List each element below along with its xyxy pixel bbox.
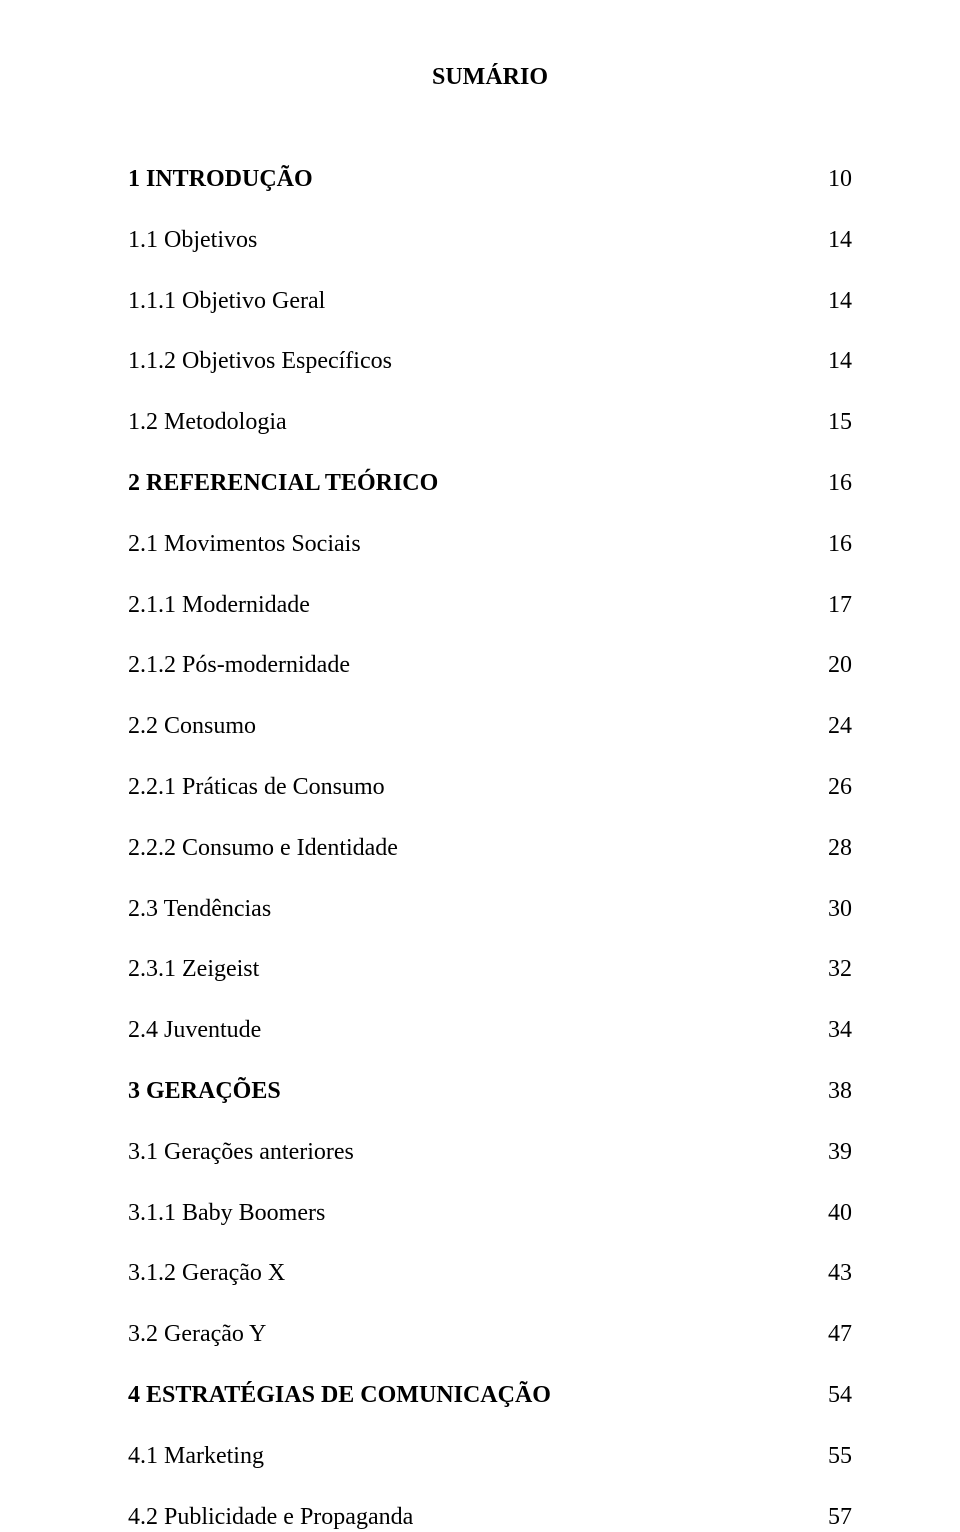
- toc-row: 2.1.1 Modernidade17: [128, 591, 852, 620]
- toc-row: 1.2 Metodologia15: [128, 408, 852, 437]
- toc-entry-page: 16: [812, 530, 852, 559]
- toc-entry-label: 1.1.1 Objetivo Geral: [128, 287, 812, 316]
- toc-entry-page: 20: [812, 651, 852, 680]
- toc-row: 1.1.2 Objetivos Específicos14: [128, 347, 852, 376]
- toc-row: 1 INTRODUÇÃO10: [128, 165, 852, 194]
- toc-entry-label: 3.2 Geração Y: [128, 1320, 812, 1349]
- toc-entry-label: 2.1 Movimentos Sociais: [128, 530, 812, 559]
- toc-row: 4.2 Publicidade e Propaganda57: [128, 1503, 852, 1532]
- toc-entry-label: 4.2 Publicidade e Propaganda: [128, 1503, 812, 1532]
- toc-row: 3.1 Gerações anteriores39: [128, 1138, 852, 1167]
- toc-entry-label: 3.1.1 Baby Boomers: [128, 1199, 812, 1228]
- toc-entry-page: 16: [812, 469, 852, 498]
- toc-entry-page: 24: [812, 712, 852, 741]
- page-container: SUMÁRIO 1 INTRODUÇÃO101.1 Objetivos141.1…: [0, 0, 960, 1531]
- toc-entry-page: 34: [812, 1016, 852, 1045]
- toc-entry-label: 3.1 Gerações anteriores: [128, 1138, 812, 1167]
- toc-row: 1.1 Objetivos14: [128, 226, 852, 255]
- toc-entry-page: 17: [812, 591, 852, 620]
- toc-entry-page: 14: [812, 347, 852, 376]
- toc-entry-page: 28: [812, 834, 852, 863]
- toc-entry-page: 15: [812, 408, 852, 437]
- toc-row: 2.3.1 Zeigeist32: [128, 955, 852, 984]
- toc-entry-label: 2.1.2 Pós-modernidade: [128, 651, 812, 680]
- toc-entry-page: 14: [812, 287, 852, 316]
- toc-entry-label: 1.1 Objetivos: [128, 226, 812, 255]
- toc-entry-page: 14: [812, 226, 852, 255]
- toc-row: 4.1 Marketing55: [128, 1442, 852, 1471]
- toc-entry-label: 4 ESTRATÉGIAS DE COMUNICAÇÃO: [128, 1381, 812, 1410]
- toc-entry-label: 1.2 Metodologia: [128, 408, 812, 437]
- toc-entry-label: 2.1.1 Modernidade: [128, 591, 812, 620]
- toc-list: 1 INTRODUÇÃO101.1 Objetivos141.1.1 Objet…: [128, 165, 852, 1531]
- toc-entry-page: 32: [812, 955, 852, 984]
- toc-entry-page: 38: [812, 1077, 852, 1106]
- toc-entry-label: 2 REFERENCIAL TEÓRICO: [128, 469, 812, 498]
- toc-entry-page: 47: [812, 1320, 852, 1349]
- toc-entry-page: 55: [812, 1442, 852, 1471]
- toc-entry-label: 2.2 Consumo: [128, 712, 812, 741]
- toc-title: SUMÁRIO: [128, 64, 852, 91]
- toc-row: 2 REFERENCIAL TEÓRICO16: [128, 469, 852, 498]
- toc-entry-page: 40: [812, 1199, 852, 1228]
- toc-row: 2.2 Consumo24: [128, 712, 852, 741]
- toc-entry-label: 2.4 Juventude: [128, 1016, 812, 1045]
- toc-entry-page: 10: [812, 165, 852, 194]
- toc-entry-page: 57: [812, 1503, 852, 1532]
- toc-entry-page: 26: [812, 773, 852, 802]
- toc-entry-label: 2.3 Tendências: [128, 895, 812, 924]
- toc-entry-label: 1.1.2 Objetivos Específicos: [128, 347, 812, 376]
- toc-entry-page: 30: [812, 895, 852, 924]
- toc-row: 1.1.1 Objetivo Geral14: [128, 287, 852, 316]
- toc-entry-label: 2.3.1 Zeigeist: [128, 955, 812, 984]
- toc-entry-page: 43: [812, 1259, 852, 1288]
- toc-row: 2.2.2 Consumo e Identidade28: [128, 834, 852, 863]
- toc-row: 2.4 Juventude34: [128, 1016, 852, 1045]
- toc-row: 2.3 Tendências30: [128, 895, 852, 924]
- toc-entry-label: 1 INTRODUÇÃO: [128, 165, 812, 194]
- toc-entry-label: 4.1 Marketing: [128, 1442, 812, 1471]
- toc-entry-page: 39: [812, 1138, 852, 1167]
- toc-row: 3.1.1 Baby Boomers40: [128, 1199, 852, 1228]
- toc-row: 2.1.2 Pós-modernidade20: [128, 651, 852, 680]
- toc-row: 2.2.1 Práticas de Consumo26: [128, 773, 852, 802]
- toc-entry-label: 3 GERAÇÕES: [128, 1077, 812, 1106]
- toc-row: 2.1 Movimentos Sociais16: [128, 530, 852, 559]
- toc-row: 4 ESTRATÉGIAS DE COMUNICAÇÃO54: [128, 1381, 852, 1410]
- toc-row: 3.2 Geração Y47: [128, 1320, 852, 1349]
- toc-row: 3 GERAÇÕES38: [128, 1077, 852, 1106]
- toc-row: 3.1.2 Geração X43: [128, 1259, 852, 1288]
- toc-entry-label: 2.2.1 Práticas de Consumo: [128, 773, 812, 802]
- toc-entry-page: 54: [812, 1381, 852, 1410]
- toc-entry-label: 2.2.2 Consumo e Identidade: [128, 834, 812, 863]
- toc-entry-label: 3.1.2 Geração X: [128, 1259, 812, 1288]
